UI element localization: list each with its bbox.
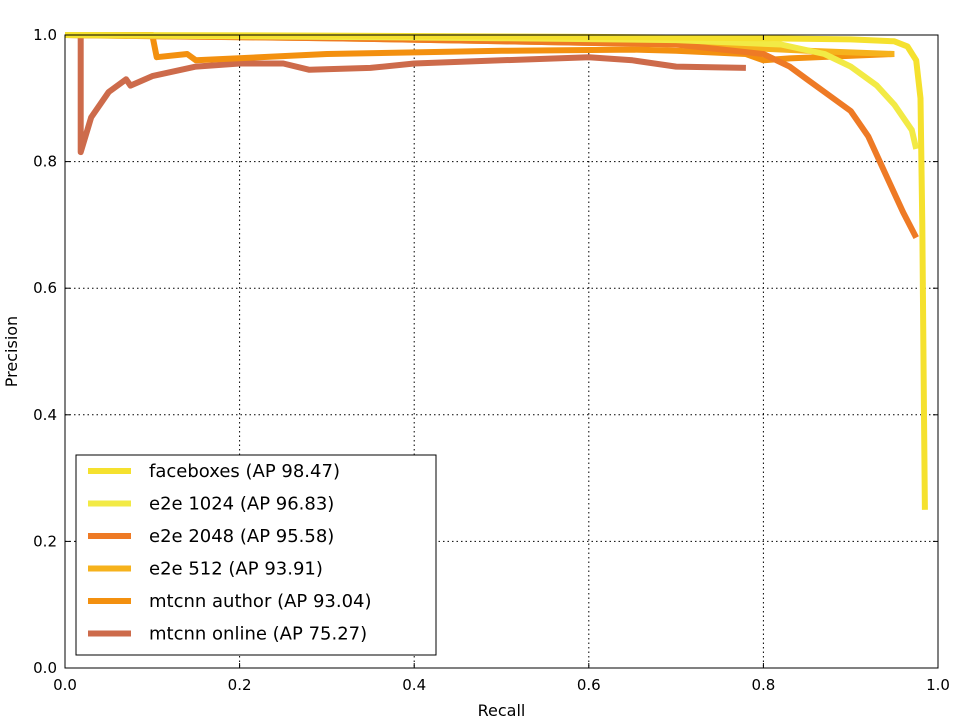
series-line-5 (77, 35, 746, 156)
legend-label: e2e 512 (AP 93.91) (149, 559, 323, 580)
legend-label: faceboxes (AP 98.47) (149, 461, 340, 482)
series-line-2 (64, 32, 919, 239)
x-tick-label: 0.0 (53, 676, 77, 694)
legend-label: mtcnn online (AP 75.27) (149, 624, 367, 645)
y-tick-label: 0.2 (33, 532, 57, 550)
y-tick-label: 0.4 (33, 406, 57, 424)
y-tick-label: 0.6 (33, 279, 57, 297)
x-tick-label: 0.4 (402, 676, 426, 694)
series-lines (64, 32, 928, 510)
legend-label: mtcnn author (AP 93.04) (149, 591, 372, 612)
x-tick-label: 1.0 (926, 676, 950, 694)
legend-box (75, 454, 437, 656)
series-line-4 (65, 32, 895, 64)
legend-label: e2e 1024 (AP 96.83) (149, 494, 334, 515)
y-axis-label: Precision (2, 316, 21, 387)
legend: faceboxes (AP 98.47) e2e 1024 (AP 96.83) e… (75, 454, 437, 656)
legend-label: e2e 2048 (AP 95.58) (149, 526, 334, 547)
series-line-0 (64, 32, 928, 510)
y-tick-label: 0.0 (33, 659, 57, 677)
x-tick-label: 0.2 (228, 676, 252, 694)
y-tick-label: 0.8 (33, 153, 57, 171)
y-tick-label: 1.0 (33, 26, 57, 44)
x-tick-label: 0.6 (577, 676, 601, 694)
plot-frame (64, 34, 939, 669)
axis-ticks: 0.0 0.2 0.4 0.6 0.8 1.0 0.0 0.2 0.4 0.6 0.8 1.0 (33, 26, 950, 694)
x-tick-label: 0.8 (751, 676, 775, 694)
x-axis-label: Recall (478, 701, 526, 720)
